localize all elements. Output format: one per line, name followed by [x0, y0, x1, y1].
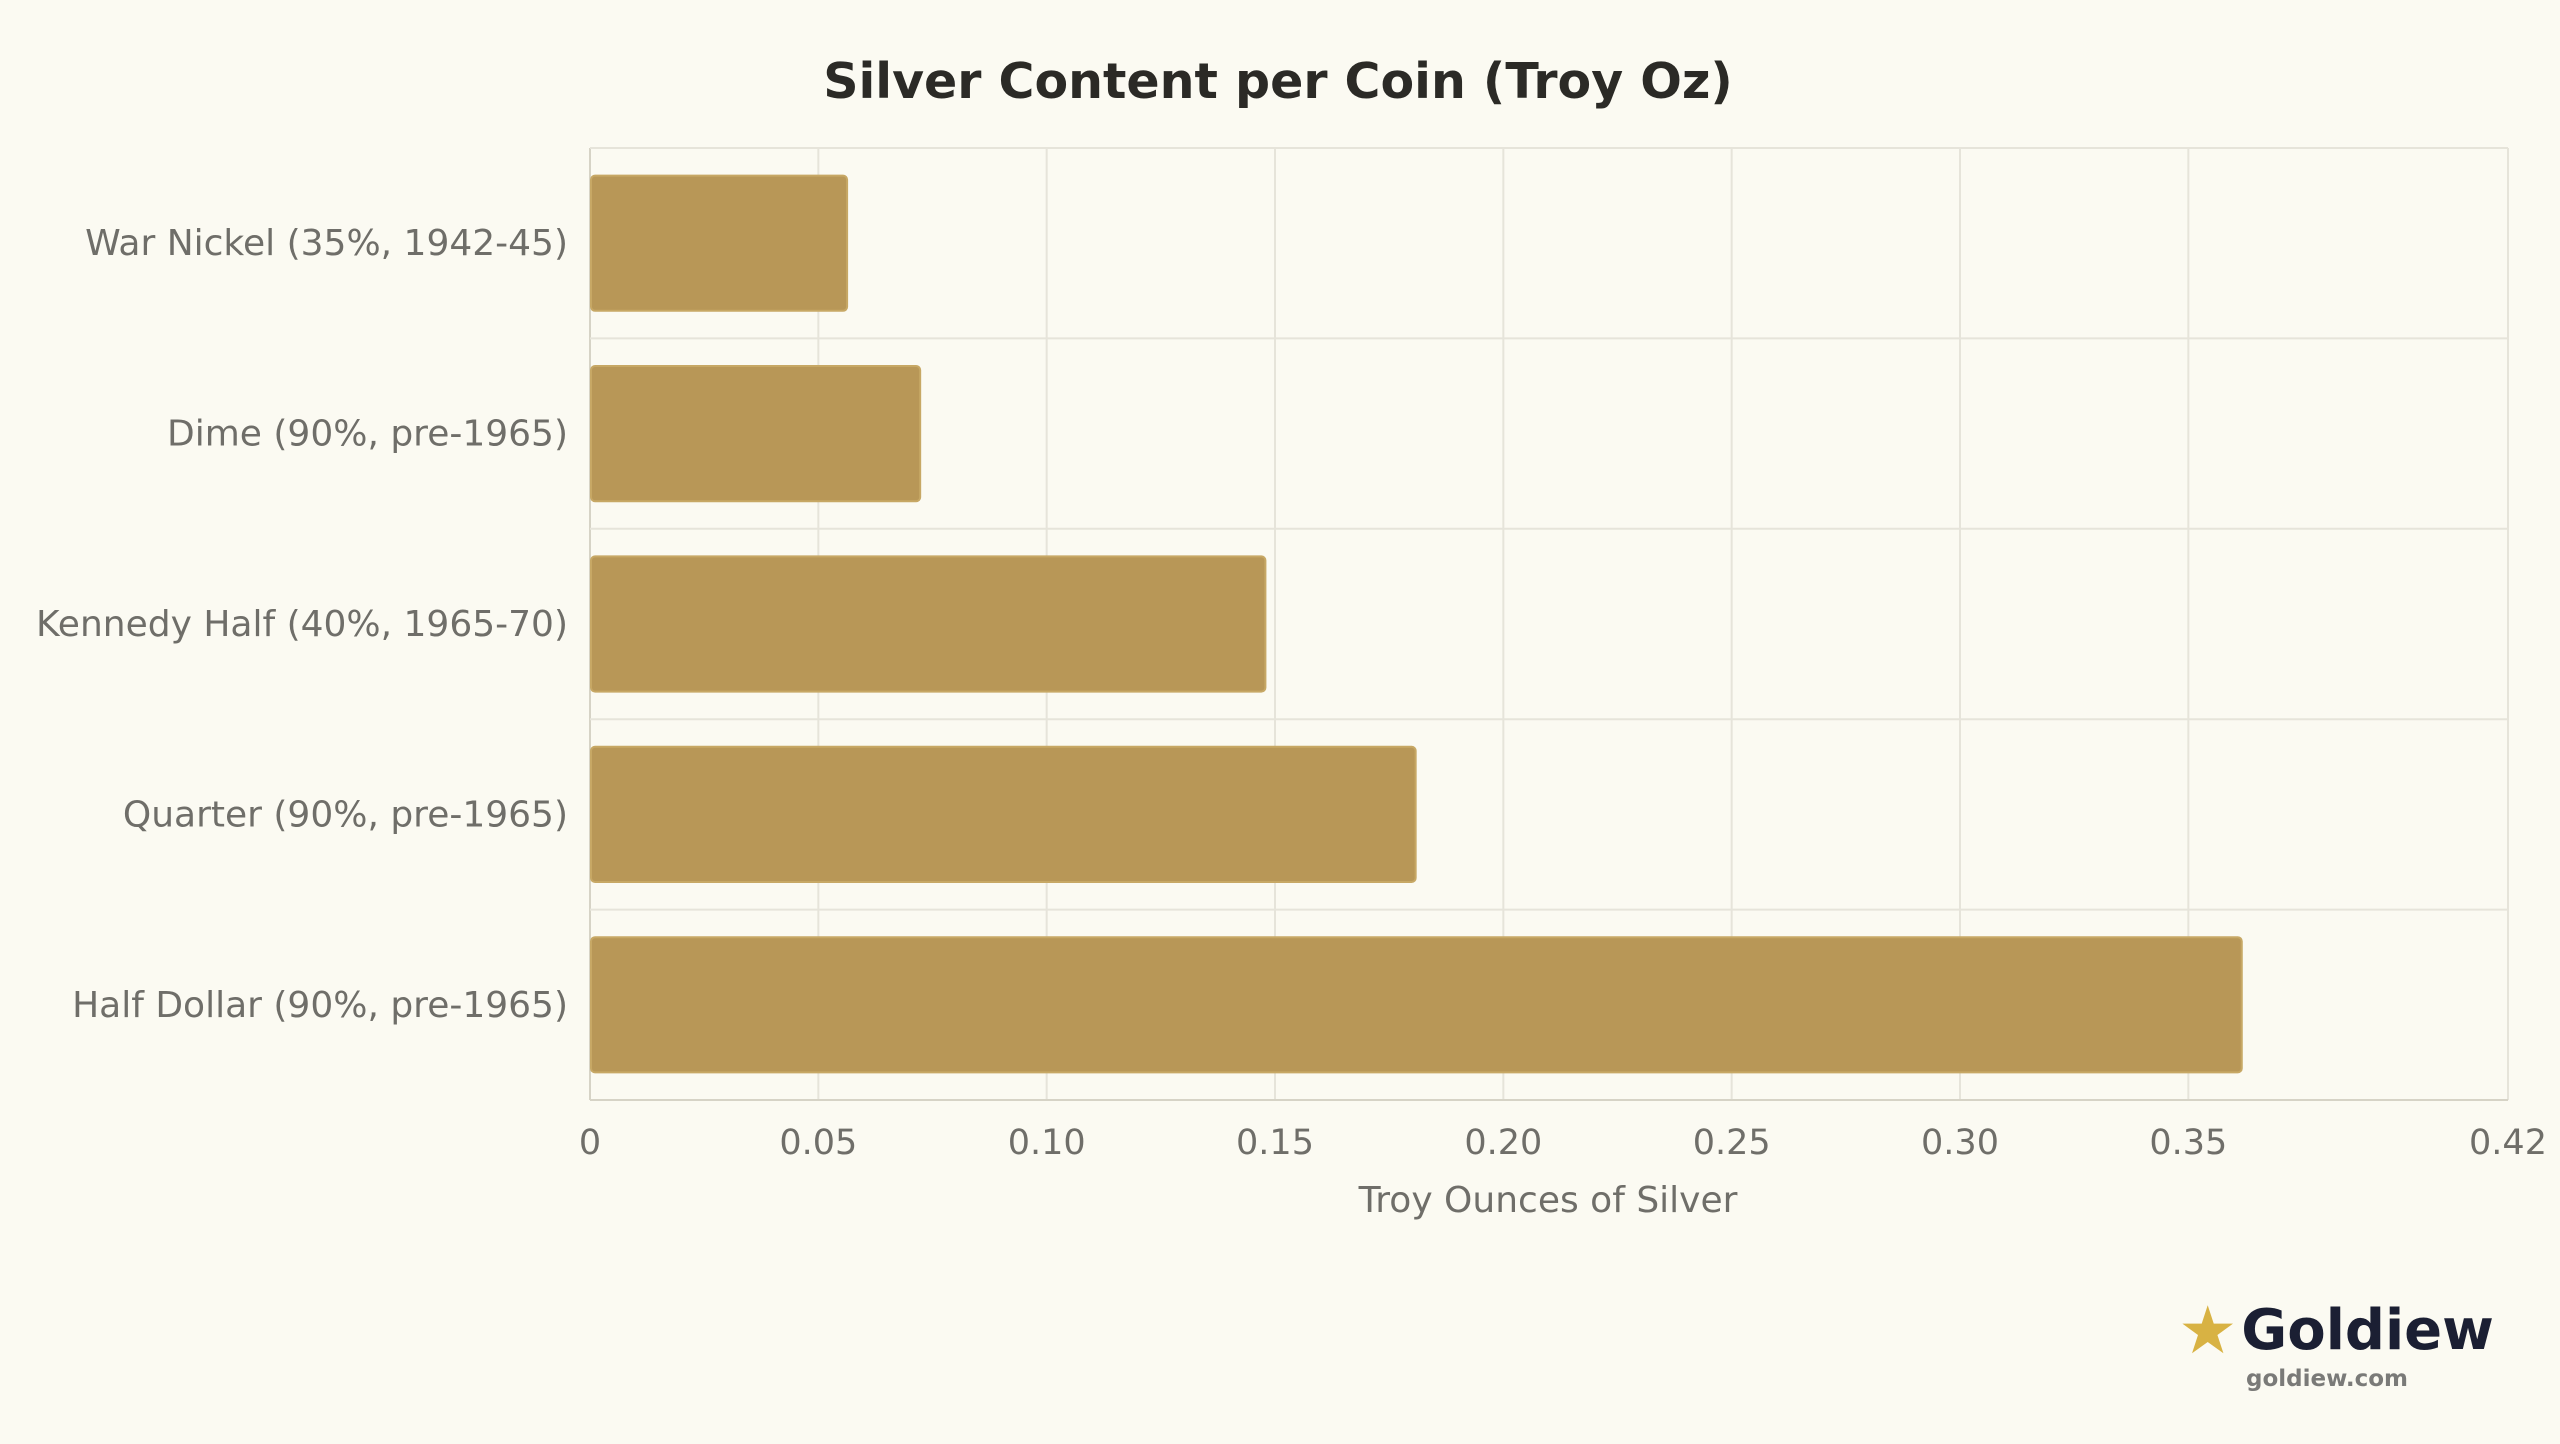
brand-name: Goldiew	[2241, 1298, 2494, 1363]
bar	[590, 745, 1417, 883]
category-label: Kennedy Half (40%, 1965-70)	[36, 604, 568, 645]
x-tick-label: 0.05	[779, 1123, 857, 1163]
x-tick-label: 0.25	[1693, 1123, 1771, 1163]
category-label: Dime (90%, pre-1965)	[167, 414, 568, 455]
x-tick-label: 0	[579, 1123, 601, 1163]
x-tick-label: 0.10	[1008, 1123, 1086, 1163]
x-axis-title: Troy Ounces of Silver	[1358, 1180, 1738, 1221]
x-tick-label: 0.42	[2469, 1123, 2547, 1163]
category-label: Quarter (90%, pre-1965)	[123, 794, 568, 835]
bar	[590, 174, 849, 312]
chart-title: Silver Content per Coin (Troy Oz)	[823, 53, 1733, 110]
x-tick-label: 0.30	[1921, 1123, 1999, 1163]
bar	[590, 365, 922, 503]
x-tick-label: 0.20	[1464, 1123, 1542, 1163]
star-icon: ★	[2178, 1292, 2238, 1369]
bar	[590, 555, 1267, 693]
brand-url: goldiew.com	[2246, 1366, 2409, 1392]
grid	[589, 147, 2509, 1101]
x-axis-ticks: 0 0.05 0.10 0.15 0.20 0.25 0.30 0.35 0.42	[579, 1123, 2547, 1163]
bar	[590, 936, 2243, 1074]
category-labels: War Nickel (35%, 1942-45) Dime (90%, pre-…	[36, 223, 568, 1026]
x-tick-label: 0.35	[2149, 1123, 2227, 1163]
category-label: War Nickel (35%, 1942-45)	[85, 223, 568, 264]
bars	[590, 174, 2243, 1074]
x-tick-label: 0.15	[1236, 1123, 1314, 1163]
brand-logo: ★ Goldiew goldiew.com	[2176, 1292, 2496, 1393]
category-label: Half Dollar (90%, pre-1965)	[72, 985, 568, 1026]
